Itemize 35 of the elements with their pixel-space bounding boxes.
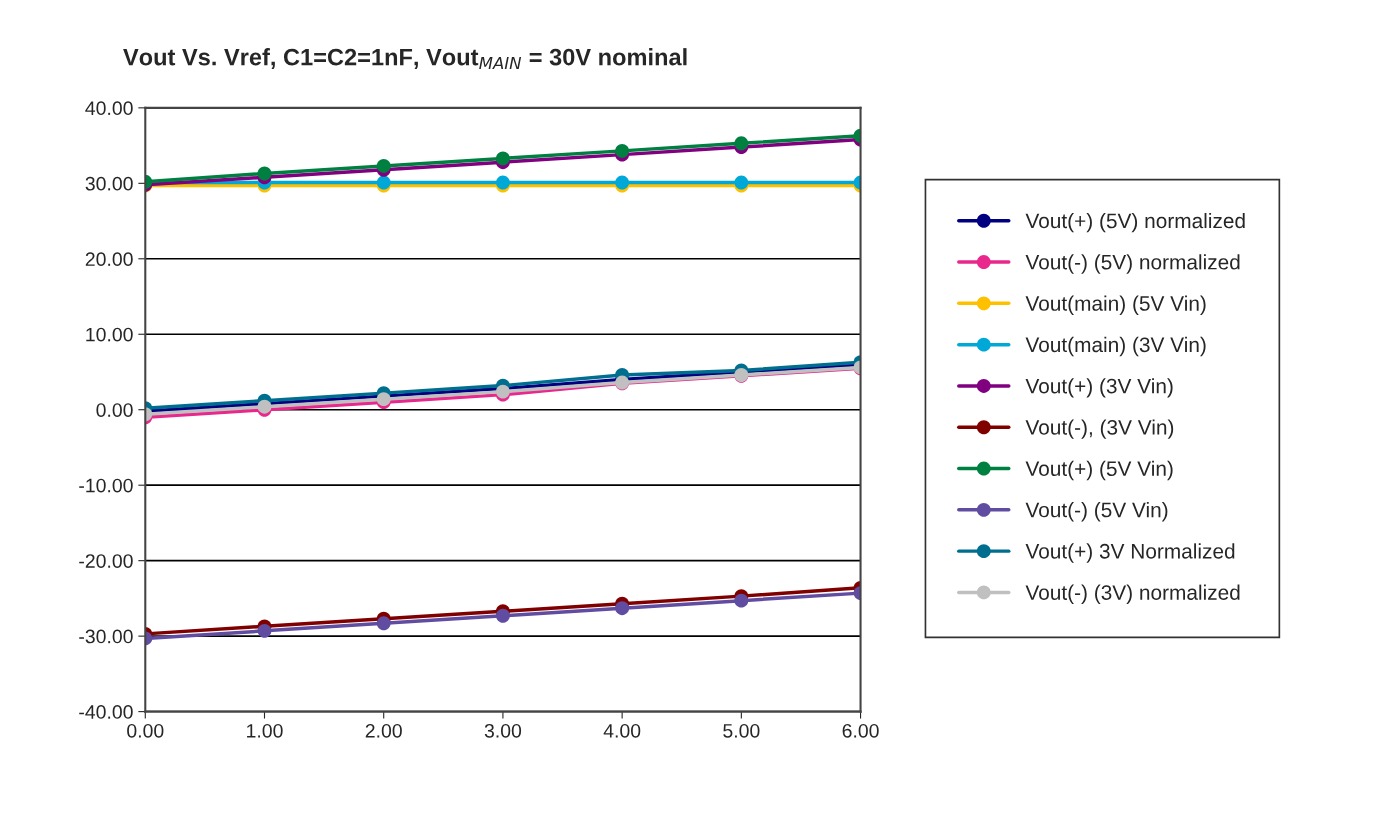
y-tick-label: 10.00 bbox=[86, 327, 133, 342]
y-tick-label: 30.00 bbox=[85, 176, 133, 191]
y-tick-label: -30.00 bbox=[79, 629, 133, 644]
legend-label: Vout(main) (3V Vin) bbox=[1025, 336, 1206, 357]
y-tick-label: -10.00 bbox=[79, 478, 133, 493]
legend-label: Vout(main) (5V Vin) bbox=[1025, 295, 1206, 315]
legend-label: Vout(-), (3V Vin) bbox=[1025, 419, 1174, 439]
x-tick-label: 1.00 bbox=[247, 723, 283, 738]
y-tick-label: 20.00 bbox=[85, 252, 133, 267]
point bbox=[376, 159, 391, 173]
point bbox=[495, 608, 510, 623]
point bbox=[257, 623, 272, 638]
x-tick-label: 5.00 bbox=[723, 723, 760, 738]
point bbox=[615, 143, 630, 158]
x-tick-label: 4.00 bbox=[603, 723, 641, 738]
point bbox=[376, 616, 391, 631]
legend-label: Vout(-) (3V) normalized bbox=[1025, 584, 1240, 605]
legend-label: Vout(+) (5V) normalized bbox=[1025, 212, 1245, 233]
legend-label: Vout(+) 3V Normalized bbox=[1025, 543, 1235, 563]
chart-title: Vout Vs. Vref, C1=C2=1nF, Vout$_{MAIN}$ = 30V nominal bbox=[123, 48, 687, 70]
x-tick-label: 6.00 bbox=[842, 723, 879, 738]
legend-label: Vout(+) (5V Vin) bbox=[1025, 460, 1173, 481]
point bbox=[257, 166, 272, 181]
x-tick-label: 3.00 bbox=[484, 723, 522, 738]
legend-label: Vout(-) (5V Vin) bbox=[1025, 502, 1168, 522]
y-tick-label: 40.00 bbox=[85, 101, 133, 116]
legend-label: Vout(+) (3V Vin) bbox=[1025, 378, 1173, 398]
point bbox=[495, 151, 510, 166]
point bbox=[615, 601, 630, 616]
y-tick-label: 0.00 bbox=[96, 403, 133, 417]
x-tick-label: 2.00 bbox=[365, 723, 402, 738]
legend-label: Vout(-) (5V) normalized bbox=[1025, 254, 1240, 274]
y-tick-label: -40.00 bbox=[79, 705, 133, 719]
y-tick-label: -20.00 bbox=[79, 554, 133, 568]
x-tick-label: 0.00 bbox=[127, 723, 164, 738]
